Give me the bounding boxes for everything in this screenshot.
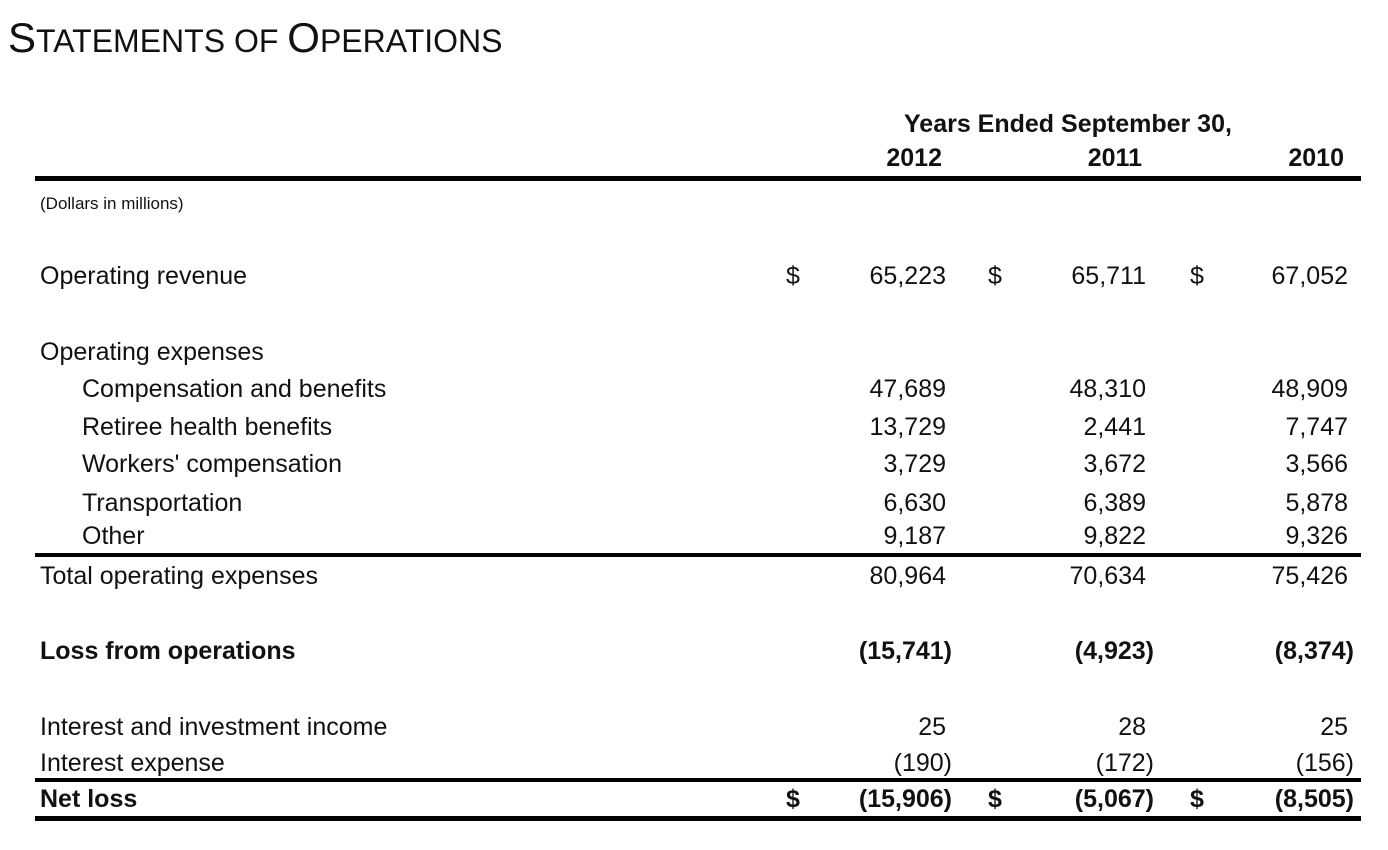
subtotal-rule bbox=[35, 553, 1361, 557]
dollar-sign: $ bbox=[786, 262, 800, 290]
table-row-net-loss: Net loss $ (15,906) $ (5,067) $ (8,505) bbox=[0, 785, 1388, 815]
value-2011: 6,389 bbox=[1083, 489, 1146, 517]
value-2010: (8,505) bbox=[1274, 785, 1354, 813]
table-row-total-operating-expenses: Total operating expenses 80,964 70,634 7… bbox=[0, 562, 1388, 592]
value-2010: 5,878 bbox=[1285, 489, 1348, 517]
row-label: Workers' compensation bbox=[82, 450, 342, 478]
value-2012: (15,741) bbox=[858, 637, 952, 665]
table-row-compensation-benefits: Compensation and benefits 47,689 48,310 … bbox=[0, 375, 1388, 405]
value-2010: 48,909 bbox=[1271, 375, 1348, 403]
row-label: Transportation bbox=[82, 489, 243, 517]
row-label: Total operating expenses bbox=[40, 562, 318, 590]
title-part: S bbox=[8, 14, 37, 61]
header-rule bbox=[35, 176, 1361, 181]
title-part: O bbox=[287, 14, 320, 61]
value-2010: 7,747 bbox=[1285, 413, 1348, 441]
value-2012: 9,187 bbox=[883, 522, 946, 550]
table-row-interest-expense: Interest expense (190) (172) (156) bbox=[0, 749, 1388, 779]
value-2012: 25 bbox=[918, 713, 946, 741]
table-row-interest-investment-income: Interest and investment income 25 28 25 bbox=[0, 713, 1388, 743]
value-2012: (190) bbox=[893, 749, 952, 777]
value-2010: 75,426 bbox=[1271, 562, 1348, 590]
row-label: Operating expenses bbox=[40, 338, 264, 366]
year-header-2012: 2012 bbox=[886, 144, 942, 172]
table-row-operating-expenses: Operating expenses bbox=[0, 338, 1388, 368]
row-label: Interest expense bbox=[40, 749, 225, 777]
value-2011: (4,923) bbox=[1074, 637, 1154, 665]
title-part: PERATIONS bbox=[319, 23, 503, 59]
year-header-2011: 2011 bbox=[1087, 144, 1142, 172]
title-part: TATEMENTS OF bbox=[36, 23, 288, 59]
total-rule bbox=[35, 778, 1361, 782]
row-label: Other bbox=[82, 522, 145, 550]
row-label: Net loss bbox=[40, 785, 138, 813]
value-2012: 80,964 bbox=[869, 562, 946, 590]
page-title: STATEMENTS OF OPERATIONS bbox=[8, 14, 502, 62]
table-row-operating-revenue: Operating revenue $ 65,223 $ 65,711 $ 67… bbox=[0, 262, 1388, 292]
table-row-other: Other 9,187 9,822 9,326 bbox=[0, 522, 1388, 552]
year-header-2010: 2010 bbox=[1288, 144, 1344, 172]
value-2011: 48,310 bbox=[1069, 375, 1146, 403]
table-row-retiree-health: Retiree health benefits 13,729 2,441 7,7… bbox=[0, 413, 1388, 443]
value-2010: (8,374) bbox=[1274, 637, 1354, 665]
value-2011: (5,067) bbox=[1074, 785, 1154, 813]
row-label: Interest and investment income bbox=[40, 713, 388, 741]
row-label: Loss from operations bbox=[40, 637, 296, 665]
dollar-sign: $ bbox=[1190, 262, 1204, 290]
value-2011: 3,672 bbox=[1083, 450, 1146, 478]
value-2010: 9,326 bbox=[1285, 522, 1348, 550]
row-label: Retiree health benefits bbox=[82, 413, 333, 441]
value-2011: 2,441 bbox=[1083, 413, 1146, 441]
value-2011: 70,634 bbox=[1069, 562, 1146, 590]
dollar-sign: $ bbox=[786, 785, 800, 813]
value-2011: (172) bbox=[1095, 749, 1154, 777]
value-2011: 65,711 bbox=[1071, 262, 1146, 290]
double-underline-rule bbox=[35, 816, 1361, 821]
value-2012: 65,223 bbox=[869, 262, 946, 290]
value-2012: 3,729 bbox=[883, 450, 946, 478]
dollar-sign: $ bbox=[1190, 785, 1204, 813]
value-2010: 67,052 bbox=[1271, 262, 1348, 290]
value-2012: 6,630 bbox=[883, 489, 946, 517]
value-2011: 9,822 bbox=[1083, 522, 1146, 550]
table-row-loss-from-operations: Loss from operations (15,741) (4,923) (8… bbox=[0, 637, 1388, 667]
period-header: Years Ended September 30, bbox=[904, 110, 1232, 138]
row-label: Operating revenue bbox=[40, 262, 248, 290]
units-note: (Dollars in millions) bbox=[40, 194, 184, 213]
dollar-sign: $ bbox=[988, 262, 1002, 290]
value-2012: 13,729 bbox=[869, 413, 946, 441]
value-2011: 28 bbox=[1118, 713, 1146, 741]
value-2010: 25 bbox=[1320, 713, 1348, 741]
row-label: Compensation and benefits bbox=[82, 375, 387, 403]
dollar-sign: $ bbox=[988, 785, 1002, 813]
value-2012: (15,906) bbox=[858, 785, 952, 813]
table-row-transportation: Transportation 6,630 6,389 5,878 bbox=[0, 489, 1388, 519]
value-2012: 47,689 bbox=[869, 375, 946, 403]
table-row-workers-compensation: Workers' compensation 3,729 3,672 3,566 bbox=[0, 450, 1388, 480]
value-2010: (156) bbox=[1295, 749, 1354, 777]
value-2010: 3,566 bbox=[1285, 450, 1348, 478]
